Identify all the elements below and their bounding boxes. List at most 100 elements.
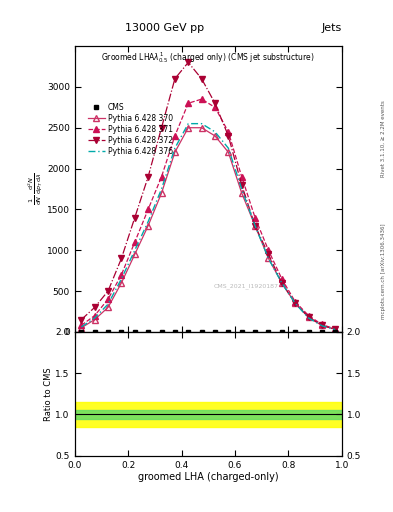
Pythia 6.428 372 xyxy=(226,133,231,139)
Pythia 6.428 372 xyxy=(213,100,217,106)
Pythia 6.428 371 xyxy=(320,322,324,328)
Pythia 6.428 371 xyxy=(199,96,204,102)
Line: Pythia 6.428 370: Pythia 6.428 370 xyxy=(79,125,338,332)
CMS xyxy=(199,329,204,335)
Pythia 6.428 370 xyxy=(306,314,311,320)
CMS xyxy=(146,329,151,335)
Pythia 6.428 370 xyxy=(279,280,284,286)
Bar xyxy=(75,410,342,418)
Line: CMS: CMS xyxy=(79,329,338,334)
Pythia 6.428 371 xyxy=(173,133,177,139)
Pythia 6.428 372 xyxy=(333,326,338,332)
CMS xyxy=(266,329,271,335)
Pythia 6.428 370 xyxy=(293,300,298,306)
CMS xyxy=(279,329,284,335)
CMS xyxy=(320,329,324,335)
Text: 13000 GeV pp: 13000 GeV pp xyxy=(125,23,205,33)
Pythia 6.428 376 xyxy=(293,300,298,306)
Pythia 6.428 371 xyxy=(146,206,151,212)
CMS xyxy=(306,329,311,335)
Pythia 6.428 371 xyxy=(279,275,284,282)
Pythia 6.428 370 xyxy=(266,255,271,262)
Pythia 6.428 376 xyxy=(173,145,177,151)
Text: mcplots.cern.ch [arXiv:1306.3436]: mcplots.cern.ch [arXiv:1306.3436] xyxy=(381,224,386,319)
Pythia 6.428 376 xyxy=(159,186,164,192)
Pythia 6.428 372 xyxy=(279,280,284,286)
CMS xyxy=(239,329,244,335)
Pythia 6.428 372 xyxy=(159,124,164,131)
CMS xyxy=(226,329,231,335)
Pythia 6.428 376 xyxy=(306,315,311,321)
Pythia 6.428 376 xyxy=(92,315,97,321)
Pythia 6.428 371 xyxy=(159,174,164,180)
Pythia 6.428 370 xyxy=(199,124,204,131)
CMS xyxy=(79,329,84,335)
Pythia 6.428 376 xyxy=(79,324,84,330)
Pythia 6.428 372 xyxy=(253,223,257,229)
Pythia 6.428 372 xyxy=(293,300,298,306)
Pythia 6.428 376 xyxy=(106,301,110,307)
Pythia 6.428 376 xyxy=(132,247,137,253)
CMS xyxy=(253,329,257,335)
Legend: CMS, Pythia 6.428 370, Pythia 6.428 371, Pythia 6.428 372, Pythia 6.428 376: CMS, Pythia 6.428 370, Pythia 6.428 371,… xyxy=(86,101,174,157)
Pythia 6.428 376 xyxy=(119,275,124,282)
Pythia 6.428 371 xyxy=(266,247,271,253)
Pythia 6.428 372 xyxy=(132,215,137,221)
Pythia 6.428 371 xyxy=(306,312,311,318)
Pythia 6.428 370 xyxy=(146,223,151,229)
Pythia 6.428 372 xyxy=(266,251,271,258)
CMS xyxy=(159,329,164,335)
Text: Jets: Jets xyxy=(321,23,342,33)
Line: Pythia 6.428 376: Pythia 6.428 376 xyxy=(81,123,335,330)
Pythia 6.428 370 xyxy=(333,326,338,332)
Pythia 6.428 372 xyxy=(92,304,97,310)
Pythia 6.428 376 xyxy=(199,120,204,126)
CMS xyxy=(173,329,177,335)
Pythia 6.428 371 xyxy=(239,174,244,180)
Pythia 6.428 371 xyxy=(333,326,338,332)
CMS xyxy=(293,329,298,335)
Pythia 6.428 376 xyxy=(239,186,244,192)
Pythia 6.428 376 xyxy=(266,255,271,262)
CMS xyxy=(333,329,338,335)
Pythia 6.428 370 xyxy=(226,149,231,155)
Pythia 6.428 371 xyxy=(213,104,217,111)
Line: Pythia 6.428 371: Pythia 6.428 371 xyxy=(79,96,338,332)
Pythia 6.428 372 xyxy=(119,255,124,262)
Pythia 6.428 371 xyxy=(253,215,257,221)
Pythia 6.428 376 xyxy=(226,145,231,151)
Pythia 6.428 370 xyxy=(253,223,257,229)
Pythia 6.428 372 xyxy=(79,316,84,323)
Pythia 6.428 370 xyxy=(159,190,164,196)
Pythia 6.428 376 xyxy=(333,327,338,333)
Pythia 6.428 370 xyxy=(106,304,110,310)
Pythia 6.428 370 xyxy=(320,322,324,328)
Pythia 6.428 376 xyxy=(253,223,257,229)
Pythia 6.428 371 xyxy=(92,312,97,318)
CMS xyxy=(92,329,97,335)
CMS xyxy=(119,329,124,335)
Pythia 6.428 372 xyxy=(239,182,244,188)
Pythia 6.428 371 xyxy=(119,272,124,278)
Pythia 6.428 371 xyxy=(132,239,137,245)
CMS xyxy=(213,329,217,335)
Pythia 6.428 371 xyxy=(293,298,298,305)
Pythia 6.428 376 xyxy=(279,280,284,286)
CMS xyxy=(186,329,191,335)
Pythia 6.428 376 xyxy=(186,120,191,126)
Pythia 6.428 370 xyxy=(132,251,137,258)
Pythia 6.428 370 xyxy=(213,133,217,139)
Pythia 6.428 376 xyxy=(146,219,151,225)
Pythia 6.428 370 xyxy=(119,280,124,286)
Bar xyxy=(75,402,342,427)
Pythia 6.428 372 xyxy=(320,322,324,328)
X-axis label: groomed LHA (charged-only): groomed LHA (charged-only) xyxy=(138,472,279,482)
Pythia 6.428 372 xyxy=(306,314,311,320)
Pythia 6.428 372 xyxy=(199,76,204,82)
CMS xyxy=(132,329,137,335)
Pythia 6.428 370 xyxy=(173,149,177,155)
Pythia 6.428 371 xyxy=(226,129,231,135)
Text: CMS_2021_I1920187: CMS_2021_I1920187 xyxy=(214,283,279,289)
Line: Pythia 6.428 372: Pythia 6.428 372 xyxy=(79,59,338,332)
Pythia 6.428 372 xyxy=(173,76,177,82)
